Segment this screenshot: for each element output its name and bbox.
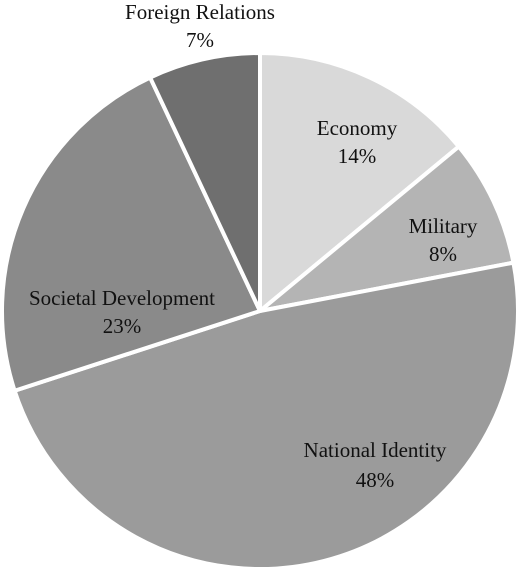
pie-slice (0, 74, 263, 394)
slice-value-label: 23% (103, 314, 142, 338)
slice-label: Societal Development (29, 286, 215, 310)
slice-label: Military (409, 214, 478, 238)
slice-label: Economy (317, 116, 398, 140)
slice-value-label: 14% (338, 144, 377, 168)
slice-value-label: 48% (356, 468, 395, 492)
pie-slice (147, 50, 262, 312)
slice-value-label: 7% (186, 28, 214, 52)
slice-label: National Identity (304, 438, 447, 462)
pie-slice (258, 143, 516, 313)
slice-value-label: 8% (429, 242, 457, 266)
pie-slice (258, 50, 462, 316)
slice-label: Foreign Relations (125, 0, 275, 24)
pie-slice (12, 260, 520, 571)
